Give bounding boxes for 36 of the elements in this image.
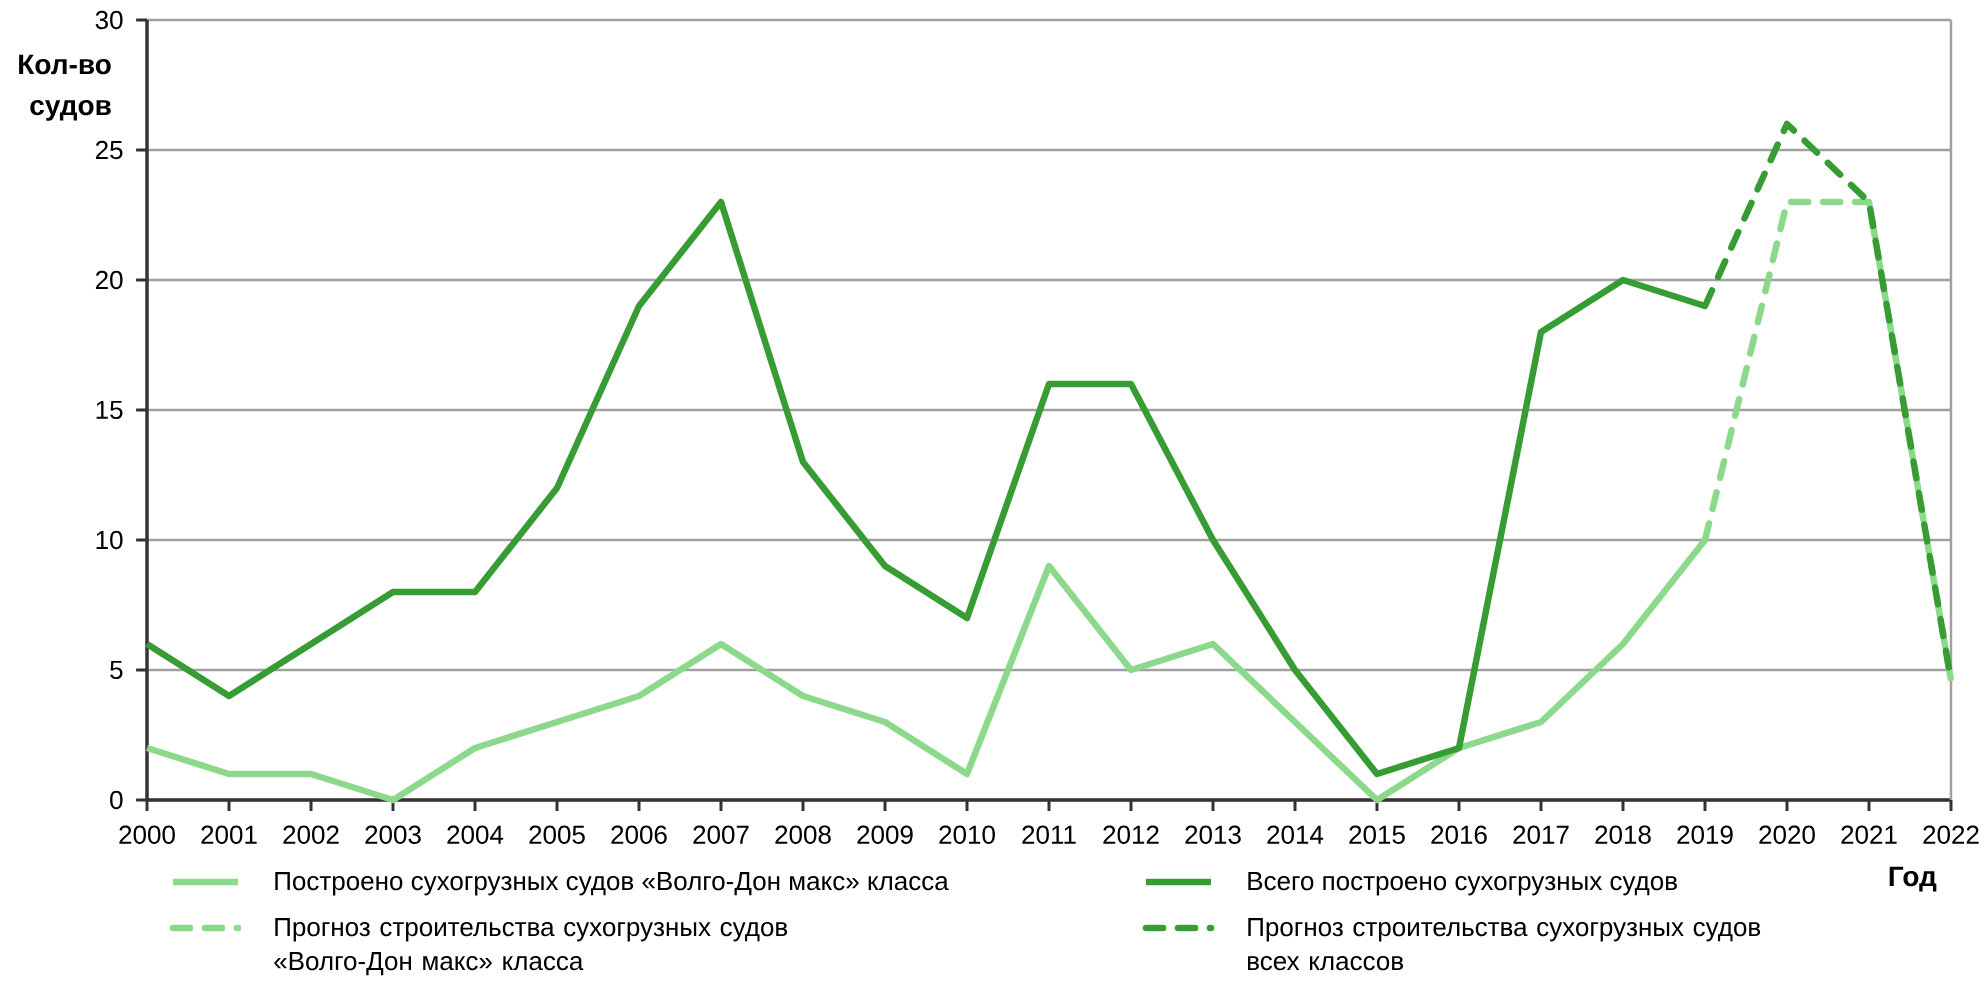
y-tick-label: 25	[95, 140, 123, 160]
x-tick-label: 2004	[447, 825, 504, 844]
x-tick-label: 2002	[283, 825, 339, 844]
x-tick-label: 2011	[1022, 825, 1076, 844]
y-tick-label: 20	[95, 270, 123, 290]
legend-label: Построено сухогрузных судов «Волго-Дон макс» класса	[275, 872, 949, 896]
x-tick-label: 2009	[857, 825, 913, 844]
x-tick-label: 2016	[1431, 825, 1487, 844]
legend-label: Прогноз строительства сухогрузных судов всех классов	[1248, 918, 1761, 971]
y-axis-title: Кол-во судов	[19, 54, 111, 121]
x-tick-label: 2007	[693, 825, 749, 844]
x-tick-label: 2000	[119, 825, 175, 844]
x-tick-label: 2015	[1349, 825, 1405, 844]
x-tick-label: 2006	[611, 825, 667, 844]
x-tick-label: 2019	[1677, 825, 1733, 844]
legend-label: Прогноз строительства сухогрузных судов «Волго-Дон макс» класса	[274, 918, 788, 976]
legend-label: Всего построено сухогрузных судов	[1248, 872, 1677, 896]
x-tick-label: 2008	[775, 825, 831, 844]
x-tick-label: 2022	[1923, 825, 1979, 844]
y-tick-label: 10	[96, 530, 123, 550]
y-tick-label: 15	[96, 400, 123, 420]
y-tick-label: 30	[95, 10, 123, 30]
x-tick-label: 2001	[201, 825, 257, 844]
x-tick-label: 2021	[1841, 825, 1897, 844]
x-tick-label: 2012	[1103, 825, 1159, 844]
x-tick-label: 2005	[529, 825, 585, 844]
x-tick-label: 2017	[1513, 825, 1569, 844]
x-tick-label: 2013	[1185, 825, 1241, 844]
x-tick-label: 2020	[1759, 825, 1815, 844]
x-tick-label: 2014	[1267, 825, 1324, 844]
x-tick-label: 2010	[939, 825, 995, 844]
x-axis-title: Год	[1889, 866, 1937, 892]
y-tick-label: 5	[110, 660, 123, 680]
y-tick-label: 0	[110, 790, 123, 810]
x-tick-label: 2018	[1595, 825, 1651, 844]
x-tick-label: 2003	[365, 825, 421, 844]
